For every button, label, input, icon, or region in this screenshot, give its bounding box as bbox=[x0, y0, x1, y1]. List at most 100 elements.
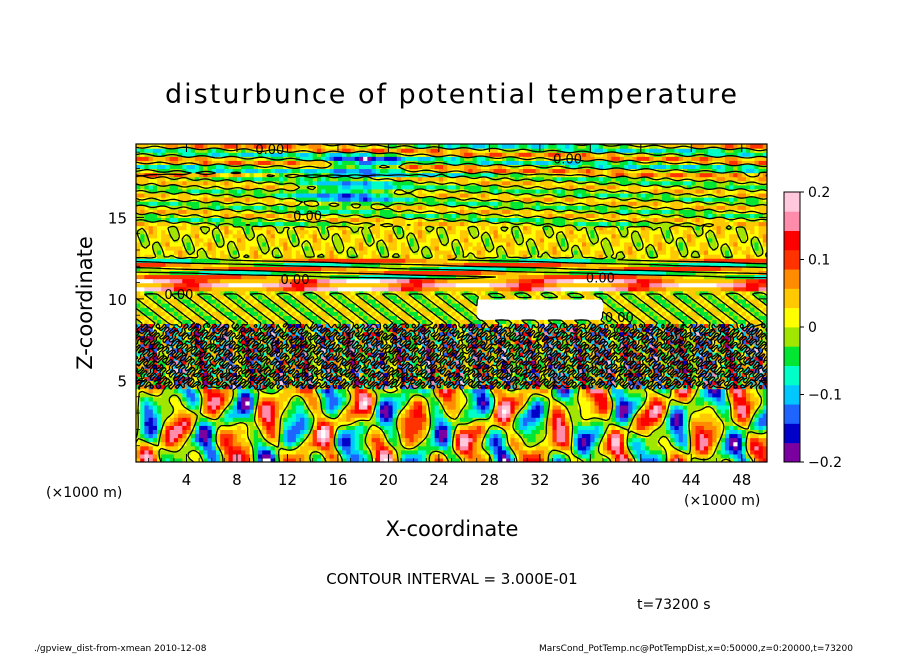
heatmap-cell bbox=[493, 409, 499, 414]
heatmap-cell bbox=[485, 413, 490, 418]
heatmap-cell bbox=[514, 392, 520, 398]
heatmap-cell bbox=[287, 384, 293, 390]
heatmap-cell bbox=[422, 453, 427, 459]
heatmap-cell bbox=[523, 449, 528, 455]
heatmap-cell bbox=[438, 392, 444, 398]
heatmap-cell bbox=[346, 433, 352, 439]
heatmap-cell bbox=[426, 453, 432, 459]
heatmap-cell bbox=[518, 388, 524, 394]
heatmap-cell bbox=[602, 437, 608, 443]
heatmap-cell bbox=[531, 404, 537, 410]
heatmap-cell bbox=[497, 404, 503, 410]
heatmap-cell bbox=[300, 392, 305, 398]
heatmap-cell bbox=[640, 425, 646, 430]
heatmap-cell bbox=[182, 425, 188, 430]
heatmap-cell bbox=[312, 441, 318, 447]
heatmap-cell bbox=[472, 453, 478, 459]
heatmap-cell bbox=[636, 433, 642, 439]
heatmap-cell bbox=[527, 457, 533, 462]
heatmap-cell bbox=[300, 380, 305, 386]
heatmap-cell bbox=[447, 388, 453, 394]
heatmap-cell bbox=[392, 409, 398, 414]
heatmap-cell bbox=[506, 384, 511, 390]
heatmap-cell bbox=[220, 396, 225, 402]
heatmap-cell bbox=[539, 384, 545, 390]
heatmap-cell bbox=[645, 437, 650, 443]
heatmap-cell bbox=[640, 404, 646, 410]
heatmap-cell bbox=[152, 409, 158, 414]
heatmap-cell bbox=[560, 441, 566, 447]
heatmap-cell bbox=[678, 413, 684, 418]
heatmap-cell bbox=[556, 392, 562, 398]
heatmap-cell bbox=[312, 417, 318, 422]
heatmap-cell bbox=[405, 437, 411, 443]
heatmap-cell bbox=[565, 409, 570, 414]
heatmap-cell bbox=[270, 388, 276, 394]
heatmap-cell bbox=[266, 449, 272, 455]
heatmap-cell bbox=[657, 396, 663, 402]
heatmap-cell bbox=[375, 453, 381, 459]
heatmap-cell bbox=[733, 433, 739, 439]
heatmap-cell bbox=[215, 392, 221, 398]
heatmap-cell bbox=[565, 453, 570, 459]
heatmap-cell bbox=[157, 433, 162, 439]
heatmap-cell bbox=[691, 421, 697, 426]
heatmap-cell bbox=[443, 449, 448, 455]
heatmap-cell bbox=[489, 388, 495, 394]
heatmap-cell bbox=[426, 388, 432, 394]
heatmap-cell bbox=[758, 417, 764, 422]
heatmap-cell bbox=[304, 404, 310, 410]
heatmap-cell bbox=[207, 409, 213, 414]
heatmap-cell bbox=[182, 437, 188, 443]
heatmap-cell bbox=[312, 413, 318, 418]
heatmap-cell bbox=[329, 445, 335, 451]
heatmap-cell bbox=[762, 445, 767, 451]
heatmap-cell bbox=[501, 409, 507, 414]
heatmap-cell bbox=[379, 449, 385, 455]
heatmap-cell bbox=[535, 404, 541, 410]
heatmap-cell bbox=[577, 417, 583, 422]
heatmap-cell bbox=[560, 409, 566, 414]
heatmap-cell bbox=[325, 392, 331, 398]
heatmap-cell bbox=[468, 384, 474, 390]
heatmap-cell bbox=[144, 417, 150, 422]
heatmap-cell bbox=[539, 417, 545, 422]
heatmap-cell bbox=[556, 421, 562, 426]
heatmap-cell bbox=[497, 388, 503, 394]
heatmap-cell bbox=[535, 445, 541, 451]
heatmap-cell bbox=[363, 376, 368, 382]
heatmap-cell bbox=[409, 421, 415, 426]
heatmap-cell bbox=[409, 429, 415, 435]
heatmap-cell bbox=[270, 396, 276, 402]
heatmap-cell bbox=[169, 392, 175, 398]
heatmap-cell bbox=[535, 396, 541, 402]
heatmap-cell bbox=[300, 400, 305, 406]
heatmap-cell bbox=[321, 400, 326, 406]
heatmap-cell bbox=[173, 421, 179, 426]
heatmap-cell bbox=[321, 425, 326, 430]
heatmap-cell bbox=[443, 445, 448, 451]
heatmap-cell bbox=[451, 445, 457, 451]
heatmap-cell bbox=[308, 417, 314, 422]
heatmap-cell bbox=[703, 392, 709, 398]
heatmap-cell bbox=[190, 392, 196, 398]
heatmap-cell bbox=[602, 457, 608, 462]
heatmap-cell bbox=[737, 433, 743, 439]
heatmap-cell bbox=[152, 396, 158, 402]
heatmap-cell bbox=[329, 413, 335, 418]
heatmap-cell bbox=[186, 421, 192, 426]
heatmap-cell bbox=[287, 409, 293, 414]
heatmap-cell bbox=[236, 388, 242, 394]
heatmap-cell bbox=[182, 392, 188, 398]
heatmap-cell bbox=[333, 413, 339, 418]
heatmap-cell bbox=[661, 404, 667, 410]
heatmap-cell bbox=[329, 437, 335, 443]
heatmap-cell bbox=[291, 409, 297, 414]
heatmap-cell bbox=[438, 457, 444, 462]
heatmap-cell bbox=[678, 425, 684, 430]
heatmap-cell bbox=[295, 396, 301, 402]
heatmap-cell bbox=[480, 384, 486, 390]
heatmap-cell bbox=[733, 437, 739, 443]
heatmap-cell bbox=[716, 425, 722, 430]
heatmap-cell bbox=[304, 421, 310, 426]
